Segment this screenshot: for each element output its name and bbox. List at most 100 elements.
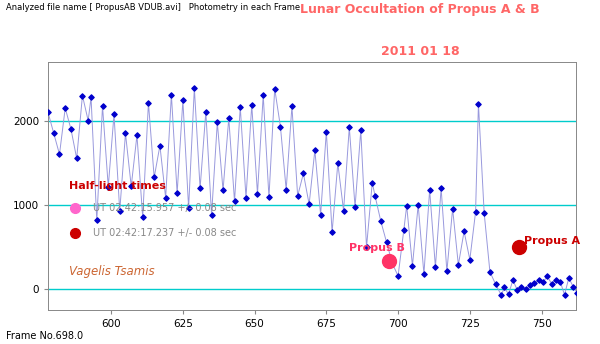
Point [161, 195, 170, 201]
Point [339, 208, 349, 213]
Point [568, 284, 578, 289]
Point [49, 130, 59, 136]
Text: Vagelis Tsamis: Vagelis Tsamis [69, 265, 155, 278]
Point [521, 287, 530, 292]
Point [178, 98, 188, 103]
Point [485, 269, 495, 275]
Point [259, 93, 268, 98]
Point [155, 143, 165, 148]
Point [407, 263, 417, 269]
Point [333, 160, 343, 166]
Point [132, 132, 142, 138]
Point [504, 291, 514, 297]
Point [499, 285, 509, 290]
Point [103, 184, 113, 190]
Point [241, 195, 251, 201]
Point [247, 102, 257, 108]
Point [560, 292, 569, 298]
Point [530, 280, 539, 286]
Point [92, 218, 101, 223]
Point [316, 212, 325, 217]
Point [479, 210, 489, 216]
Point [508, 277, 518, 283]
Point [287, 104, 297, 109]
Point [376, 219, 386, 224]
Point [304, 202, 314, 207]
Point [367, 180, 377, 185]
Point [235, 104, 245, 110]
Point [77, 93, 87, 98]
Point [471, 209, 481, 215]
Point [43, 109, 53, 115]
Point [436, 185, 446, 191]
Point [310, 147, 320, 153]
Point [517, 284, 526, 289]
Point [547, 281, 556, 287]
Point [473, 101, 483, 107]
Point [293, 193, 302, 199]
Point [109, 112, 119, 117]
Point [253, 191, 262, 196]
Text: 2011 01 18: 2011 01 18 [380, 45, 460, 58]
Point [512, 287, 522, 292]
Point [322, 129, 331, 134]
Point [281, 187, 291, 192]
Point [195, 186, 205, 191]
Point [413, 202, 423, 207]
Point [388, 261, 397, 266]
Point [143, 100, 153, 106]
Text: Lunar Occultation of Propus A & B: Lunar Occultation of Propus A & B [300, 3, 540, 17]
Point [201, 109, 211, 115]
Point [370, 194, 380, 199]
Point [448, 206, 457, 212]
Point [564, 275, 574, 281]
Point [98, 103, 107, 109]
Point [218, 187, 228, 193]
Point [350, 204, 360, 210]
Point [190, 85, 199, 91]
Point [399, 227, 409, 233]
Text: Propus A: Propus A [524, 236, 580, 246]
Point [454, 262, 463, 268]
Point [572, 290, 582, 296]
Point [459, 229, 469, 234]
Point [83, 118, 93, 123]
Point [172, 191, 182, 196]
Point [442, 269, 452, 274]
Text: UT 02:42:17.237 +/- 0.08 sec: UT 02:42:17.237 +/- 0.08 sec [93, 228, 236, 238]
Point [465, 257, 475, 262]
Point [362, 245, 371, 250]
Point [425, 187, 434, 193]
Point [356, 128, 365, 133]
Point [184, 205, 193, 211]
Point [212, 120, 222, 125]
Point [491, 282, 500, 287]
Point [419, 271, 429, 277]
Point [497, 293, 506, 298]
Point [72, 156, 82, 161]
Point [270, 86, 280, 92]
Point [393, 273, 403, 279]
Text: Analyzed file name [ PropusAB VDUB.avi]   Photometry in each Frame: Analyzed file name [ PropusAB VDUB.avi] … [6, 3, 300, 12]
Point [538, 279, 548, 285]
Point [327, 229, 337, 235]
Point [556, 279, 565, 284]
Point [138, 215, 148, 220]
Point [382, 240, 391, 245]
Point [551, 277, 561, 282]
Text: Propus B: Propus B [349, 243, 405, 253]
Point [55, 151, 64, 157]
Point [402, 203, 412, 208]
Point [167, 92, 176, 97]
Text: Frame No.698.0: Frame No.698.0 [6, 331, 83, 341]
Point [542, 273, 552, 279]
Point [534, 278, 544, 283]
Point [121, 131, 130, 136]
Point [115, 208, 125, 214]
Point [149, 175, 159, 180]
Point [344, 125, 354, 130]
Point [127, 184, 136, 189]
Point [86, 95, 96, 100]
Point [66, 126, 76, 132]
Point [264, 195, 274, 200]
